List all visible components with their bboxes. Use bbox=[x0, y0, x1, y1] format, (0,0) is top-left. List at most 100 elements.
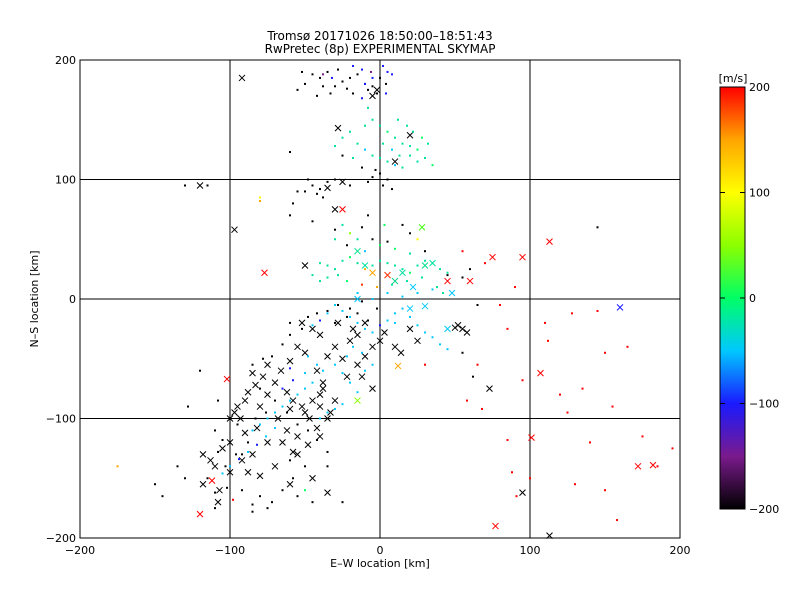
point-dot bbox=[589, 441, 591, 444]
point-dot bbox=[394, 247, 396, 250]
point-dot bbox=[214, 429, 216, 432]
point-dot bbox=[379, 172, 381, 175]
point-dot bbox=[334, 407, 336, 410]
point-cross bbox=[489, 253, 496, 261]
point-cross bbox=[231, 226, 238, 234]
point-dot bbox=[431, 336, 434, 339]
point-dot bbox=[371, 363, 374, 366]
point-dot bbox=[416, 160, 419, 163]
x-tick-label: 100 bbox=[520, 544, 541, 557]
point-dot bbox=[296, 190, 299, 193]
point-cross bbox=[211, 462, 219, 470]
point-dot bbox=[416, 292, 419, 295]
point-dot bbox=[386, 70, 389, 73]
point-dot bbox=[446, 271, 449, 274]
point-dot bbox=[187, 405, 189, 408]
point-dot bbox=[217, 399, 219, 402]
point-dot bbox=[251, 429, 254, 432]
point-cross bbox=[381, 329, 388, 336]
point-dot bbox=[349, 256, 351, 259]
point-cross bbox=[264, 391, 271, 398]
point-dot bbox=[296, 88, 299, 91]
point-dot bbox=[379, 324, 381, 327]
point-dot bbox=[476, 303, 479, 306]
point-dot bbox=[341, 372, 344, 375]
point-dot bbox=[385, 92, 387, 95]
point-cross bbox=[339, 178, 346, 186]
point-cross bbox=[316, 331, 324, 339]
point-dot bbox=[326, 450, 329, 453]
point-cross bbox=[253, 424, 261, 432]
point-dot bbox=[401, 295, 404, 298]
point-cross bbox=[349, 325, 357, 333]
point-dot bbox=[341, 136, 344, 139]
point-dot bbox=[382, 64, 384, 67]
point-dot bbox=[232, 498, 234, 501]
point-dot bbox=[424, 250, 426, 253]
point-dot bbox=[394, 264, 396, 267]
point-dot bbox=[334, 363, 336, 366]
point-cross bbox=[444, 325, 451, 333]
point-cross bbox=[354, 397, 361, 404]
point-dot bbox=[319, 76, 321, 79]
point-dot bbox=[301, 70, 303, 73]
point-dot bbox=[439, 343, 441, 346]
point-dot bbox=[334, 178, 336, 181]
point-dot bbox=[469, 268, 471, 271]
point-dot bbox=[401, 268, 404, 271]
point-dot bbox=[274, 399, 276, 402]
point-dot bbox=[416, 264, 419, 267]
point-cross bbox=[459, 325, 466, 333]
point-dot bbox=[461, 250, 464, 253]
point-cross bbox=[216, 486, 223, 494]
point-dot bbox=[266, 507, 269, 510]
point-dot bbox=[409, 154, 411, 157]
point-dot bbox=[406, 124, 408, 127]
chart-title: Tromsø 20171026 18:50:00–18:51:43 bbox=[266, 29, 492, 43]
point-dot bbox=[416, 148, 419, 151]
point-dot bbox=[296, 495, 299, 498]
point-dot bbox=[214, 507, 216, 510]
point-dot bbox=[322, 369, 324, 372]
point-dot bbox=[472, 375, 474, 378]
point-cross bbox=[256, 472, 264, 480]
point-cross bbox=[238, 74, 246, 82]
chart-subtitle: RwPretec (8p) EXPERIMENTAL SKYMAP bbox=[265, 42, 496, 56]
point-dot bbox=[394, 321, 396, 324]
point-cross bbox=[463, 329, 471, 336]
point-dot bbox=[352, 156, 354, 159]
point-cross bbox=[244, 468, 252, 476]
point-dot bbox=[334, 268, 336, 271]
point-dot bbox=[349, 76, 351, 79]
point-dot bbox=[241, 489, 243, 492]
axis-ticks bbox=[79, 59, 681, 539]
point-dot bbox=[515, 495, 518, 498]
point-dot bbox=[341, 309, 344, 312]
point-dot bbox=[383, 223, 386, 226]
point-cross bbox=[391, 277, 399, 285]
point-dot bbox=[304, 465, 306, 468]
point-dot bbox=[431, 164, 434, 167]
point-dot bbox=[217, 450, 219, 453]
point-cross bbox=[486, 385, 493, 392]
point-dot bbox=[301, 327, 303, 330]
point-cross bbox=[286, 357, 294, 365]
point-dot bbox=[397, 118, 399, 121]
point-dot bbox=[254, 417, 257, 420]
point-dot bbox=[319, 262, 321, 265]
point-dot bbox=[349, 130, 351, 133]
point-dot bbox=[262, 357, 264, 360]
point-cross bbox=[237, 415, 244, 422]
point-dot bbox=[371, 118, 374, 121]
point-dot bbox=[319, 319, 321, 322]
point-dot bbox=[376, 92, 378, 95]
point-dot bbox=[386, 130, 389, 133]
point-dot bbox=[401, 223, 404, 226]
point-dot bbox=[251, 510, 254, 513]
point-dot bbox=[394, 164, 396, 167]
point-dot bbox=[289, 459, 291, 462]
point-dot bbox=[461, 276, 464, 279]
point-dot bbox=[311, 381, 314, 384]
point-dot bbox=[311, 324, 314, 327]
point-dot bbox=[281, 343, 284, 346]
